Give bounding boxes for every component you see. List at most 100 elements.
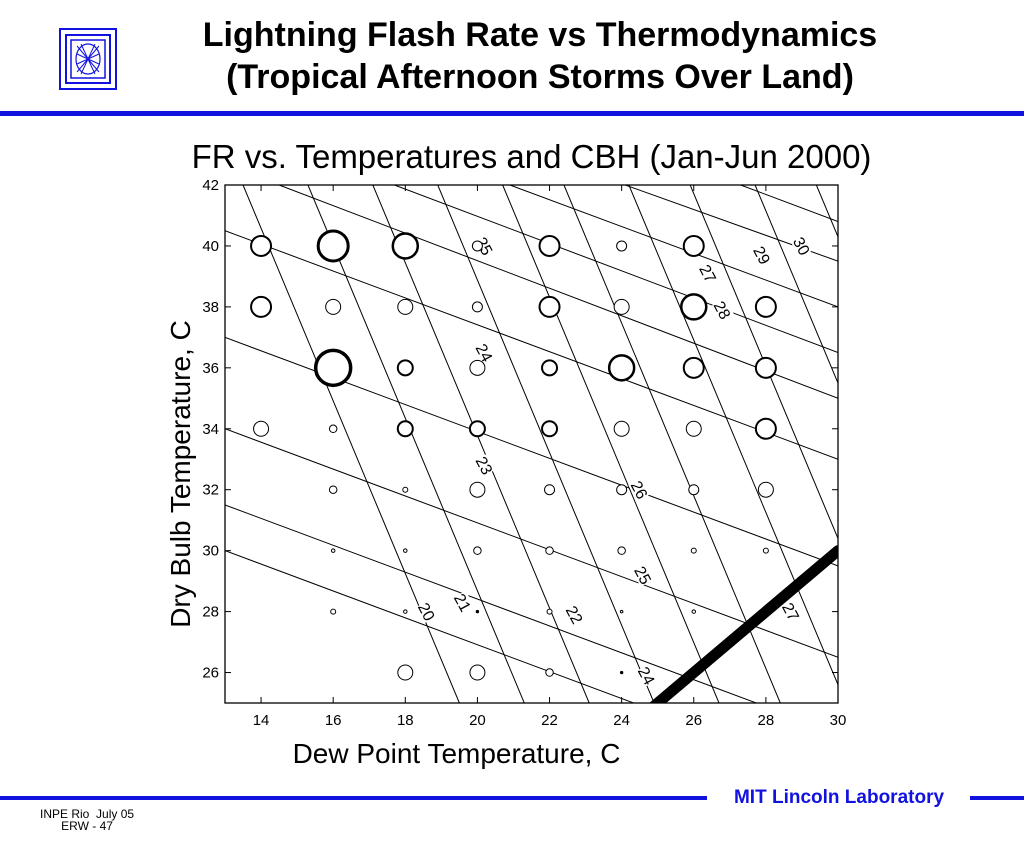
title-line-1: Lightning Flash Rate vs Thermodynamics [202,16,878,54]
isoline-label: 27 [778,600,801,624]
flash-rate-point [471,240,483,252]
y-tick-label: 30 [202,543,219,560]
flash-rate-point [545,668,554,677]
x-tick-label: 30 [830,712,847,729]
isoline-label: 22 [562,603,585,627]
flash-rate-point [754,417,777,440]
flash-rate-point [396,359,414,377]
x-axis-label: Dew Point Temperature, C [293,738,621,769]
isoline-label-bg [628,478,651,502]
flash-rate-point [328,424,338,434]
footer-rule-right [970,796,1024,800]
flash-rate-point [688,484,700,496]
footer-info-line-1: INPE Rio July 05 [40,807,135,821]
isoline-label: 21 [450,591,473,615]
isoline-label-bg [711,298,734,322]
flash-rate-point [616,484,628,496]
cloud-base-height-isoline [307,185,525,703]
y-tick-label: 28 [202,604,219,621]
cloud-base-height-isoline [563,185,781,703]
flash-rate-point [691,609,697,614]
x-tick-label: 20 [469,712,486,729]
isoline-label: 24 [472,341,495,365]
chart: FR vs. Temperatures and CBH (Jan-Jun 200… [165,138,870,769]
x-tick-label: 14 [253,712,270,729]
flash-rate-point [682,356,705,379]
flash-rate-point [541,420,559,438]
chart-title: FR vs. Temperatures and CBH (Jan-Jun 200… [192,138,870,175]
x-tick-label: 28 [758,712,775,729]
flash-rate-point [754,295,777,318]
flash-rate-point [546,608,553,615]
cloud-base-height-isoline [502,185,720,703]
x-tick-label: 24 [613,712,630,729]
flash-rate-point [253,420,270,437]
isoline-label-bg [790,234,814,258]
flash-rate-point [397,664,414,681]
flash-rate-point [762,547,769,554]
cloud-base-height-isoline [628,185,838,685]
flash-rate-point [402,486,409,493]
x-tick-label: 18 [397,712,414,729]
mit-ll-logo [59,28,117,90]
header-rule [0,111,1024,116]
isoline-label-bg [473,340,496,365]
x-tick-label: 22 [541,712,558,729]
slide-title: Lightning Flash Rate vs Thermodynamics (… [140,14,940,98]
flash-rate-point [250,234,273,257]
temperature-isoline [225,550,636,703]
flash-rate-point [397,298,414,315]
flash-rate-point [757,481,774,498]
flash-rate-point [690,547,697,554]
temperature-isoline [225,428,838,658]
flash-rate-point [391,232,420,260]
cloud-base-height-isoline [242,185,460,703]
flash-rate-point [544,484,556,496]
flash-rate-point [541,359,559,377]
temperature-isoline [509,185,838,308]
y-tick-label: 36 [202,360,219,377]
flash-rate-point [330,548,336,553]
isoline-label-bg [779,599,803,624]
footer-info-line-2: ERW - 47 [61,819,113,833]
isoline-label-bg [635,663,659,688]
y-tick-label: 40 [202,238,219,255]
flash-rate-point [613,298,630,315]
isoline-label-bg [473,234,496,258]
isoline-label: 24 [634,664,657,688]
cloud-base-height-isoline [815,185,838,237]
flash-rate-point [613,420,630,437]
flash-rate-point [328,485,338,494]
flash-rate-point [473,546,482,555]
x-tick-label: 26 [685,712,702,729]
isoline-label: 31 [850,244,870,268]
flash-rate-point [538,295,561,318]
isoline-label: 20 [414,600,437,624]
flash-rate-point [617,546,626,555]
isoline-label-bg [473,453,496,478]
isoline-label-bg [852,243,870,266]
flash-rate-point [607,354,636,382]
flash-rate-point [469,481,486,498]
flash-rate-point [396,420,414,438]
y-axis-label: Dry Bulb Temperature, C [165,320,196,628]
footer-rule-left [0,796,707,800]
isoline-label: 26 [627,479,650,503]
temperature-isoline [225,504,758,703]
flash-rate-point [616,240,628,252]
flash-rate-point [685,420,702,437]
temperature-isoline [740,185,838,223]
flash-rate-point [325,298,342,315]
saturation-line [649,545,838,703]
cloud-base-height-isoline [372,185,590,703]
isoline-label-bg [696,261,720,286]
temperature-isoline [394,185,838,354]
flash-rate-point [682,234,705,257]
isoline-label-bg [415,599,439,624]
flash-rate-point [471,301,483,313]
isoline-label: 30 [789,235,812,259]
y-tick-label: 34 [202,421,219,438]
isoline-label: 25 [630,564,653,588]
flash-rate-point [330,608,337,615]
